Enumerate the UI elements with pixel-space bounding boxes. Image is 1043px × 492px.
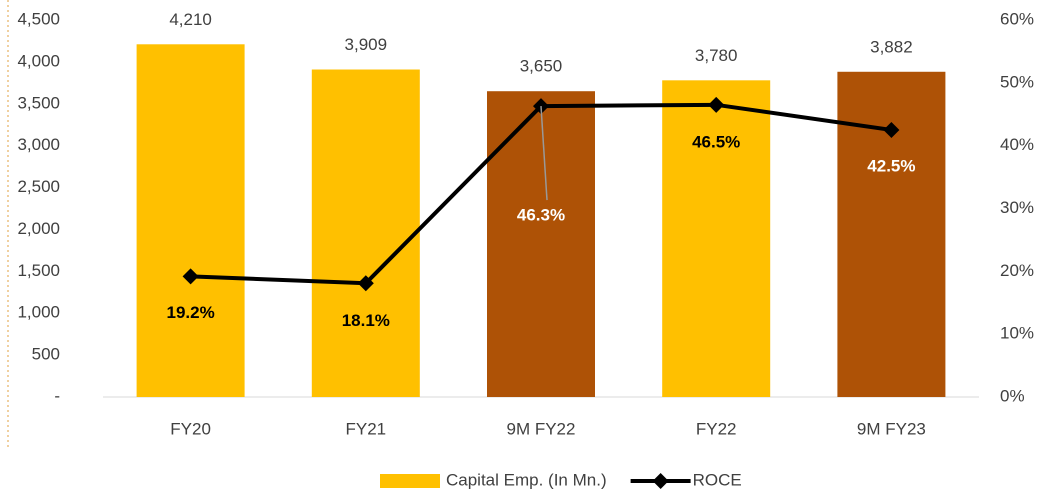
roce-marker <box>708 96 725 113</box>
y2-tick-label: 60% <box>1000 9 1034 28</box>
x-tick-label: 9M FY23 <box>857 419 926 438</box>
bar <box>136 44 245 397</box>
bar-value-label: 3,780 <box>695 46 738 65</box>
y-tick-label: 1,500 <box>17 261 60 280</box>
x-tick-label: FY20 <box>170 419 211 438</box>
legend-marker <box>652 473 669 489</box>
y-tick-label: 4,500 <box>17 9 60 28</box>
y2-tick-label: 40% <box>1000 135 1034 154</box>
y-tick-label: 1,000 <box>17 303 60 322</box>
bar <box>487 91 595 397</box>
roce-value-label: 19.2% <box>166 303 214 322</box>
bar-value-label: 3,650 <box>520 57 563 76</box>
roce-marker <box>182 268 199 285</box>
y-tick-label: 3,000 <box>17 135 60 154</box>
y2-tick-label: 10% <box>1000 324 1034 343</box>
bar <box>311 69 420 397</box>
y-tick-label: - <box>54 386 60 405</box>
legend-label: Capital Emp. (In Mn.) <box>446 470 607 489</box>
roce-marker <box>357 275 374 292</box>
y2-tick-label: 20% <box>1000 261 1034 280</box>
leader-line <box>540 106 548 201</box>
roce-marker <box>883 121 900 138</box>
x-tick-label: FY21 <box>345 419 386 438</box>
roce-value-label: 42.5% <box>867 156 915 175</box>
x-tick-label: FY22 <box>696 419 737 438</box>
bar-value-label: 3,882 <box>870 37 913 56</box>
bar-value-label: 4,210 <box>169 10 212 29</box>
y-tick-label: 2,000 <box>17 219 60 238</box>
legend-label: ROCE <box>693 470 742 489</box>
y-tick-label: 2,500 <box>17 177 60 196</box>
y-tick-label: 500 <box>32 345 60 364</box>
y2-tick-label: 50% <box>1000 72 1034 91</box>
bar-value-label: 3,909 <box>345 35 388 54</box>
roce-value-label: 46.5% <box>692 132 740 151</box>
legend-swatch <box>380 474 440 488</box>
roce-value-label: 46.3% <box>517 206 565 225</box>
x-tick-label: 9M FY22 <box>507 419 576 438</box>
y-tick-label: 3,500 <box>17 93 60 112</box>
roce-value-label: 18.1% <box>342 311 390 330</box>
y2-tick-label: 0% <box>1000 386 1025 405</box>
bar <box>662 80 771 397</box>
y2-tick-label: 30% <box>1000 198 1034 217</box>
bar <box>837 71 946 398</box>
y-tick-label: 4,000 <box>17 51 60 70</box>
